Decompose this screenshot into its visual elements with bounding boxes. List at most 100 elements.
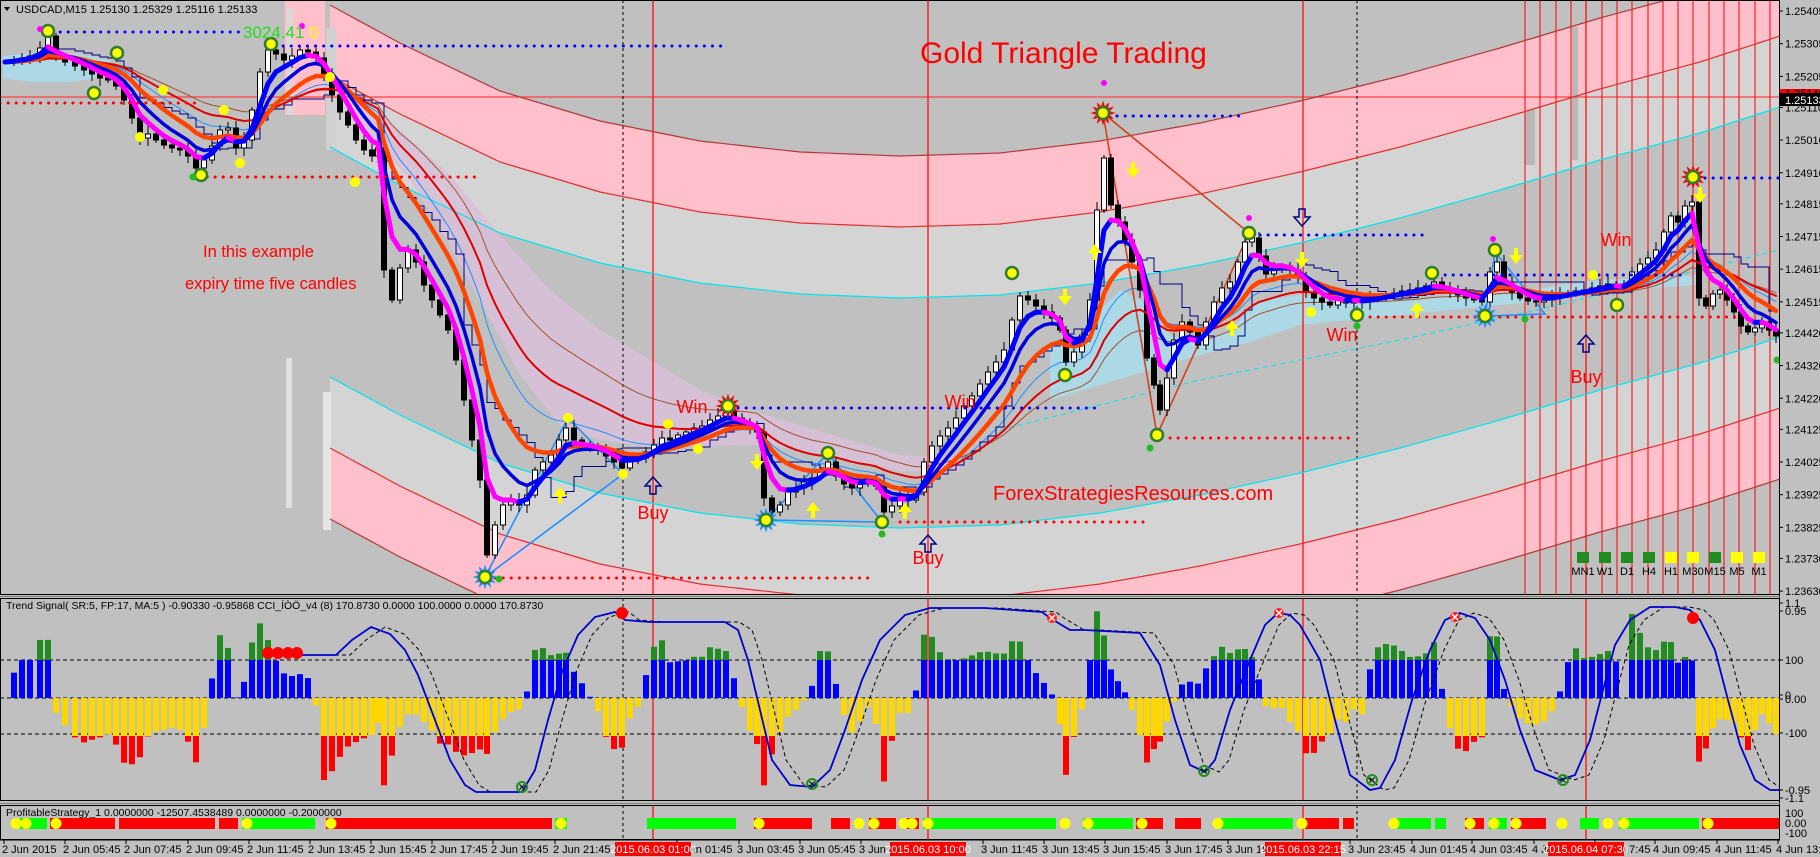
strategy-dot-icon <box>325 818 337 829</box>
bull-candle <box>937 435 943 447</box>
cci-bar <box>1151 736 1157 750</box>
cci-bar <box>1115 681 1121 698</box>
swing-point-icon <box>109 45 125 61</box>
cci-bar <box>1157 698 1163 736</box>
time-label: 3 Jun 13:45 <box>1042 844 1100 856</box>
swing-point-icon <box>193 167 209 183</box>
profitable-strategy-pane[interactable]: ProfitableStrategy_1 0.0000000 -12507.45… <box>0 805 1808 840</box>
cci-bar <box>353 698 359 736</box>
cci-bar <box>841 698 847 715</box>
win-label: Win <box>677 397 708 417</box>
cci-bar <box>889 736 895 741</box>
cci-bar <box>532 649 538 660</box>
cci-bar <box>375 698 381 723</box>
cci-bar <box>1455 736 1461 749</box>
cci-bar <box>961 658 967 660</box>
yellow-up-arrow-icon <box>898 503 912 519</box>
fast-trend-ma <box>761 452 775 481</box>
strategy-dot-icon <box>853 818 865 829</box>
cci-bar <box>321 698 327 736</box>
cci-bar <box>825 651 831 660</box>
cci-bar <box>921 660 927 698</box>
cci-bar <box>1549 698 1555 712</box>
trend-signal-pane[interactable]: Trend Signal( SR:5, FP:17, MA:5 ) -0.903… <box>0 598 1810 805</box>
collapse-triangle-icon[interactable] <box>4 7 10 11</box>
cci-bar <box>715 660 721 698</box>
cci-bar <box>1471 736 1477 742</box>
time-label: 4 Jun 09:45 <box>1653 844 1711 856</box>
cci-bar <box>1017 641 1023 660</box>
cci-bar <box>761 698 767 736</box>
buy-arrow-icon <box>1576 333 1596 353</box>
swing-point-icon <box>1241 225 1257 241</box>
timeframe-status-square <box>1731 552 1743 563</box>
strategy-segment <box>326 818 552 829</box>
strategy-segment <box>1511 818 1546 829</box>
signal-labels: Win Win Win Win Buy Buy Buy <box>637 230 1631 568</box>
yellow-dot-icon <box>350 177 360 187</box>
cci-bar <box>1703 736 1709 749</box>
bear-candle <box>619 461 625 469</box>
cci-bar <box>1661 641 1667 660</box>
sell-cross-icon <box>1274 608 1284 618</box>
cci-bar <box>193 736 199 763</box>
cci-bar <box>97 698 103 736</box>
bull-candle <box>985 371 991 385</box>
bull-candle <box>969 395 975 407</box>
cci-bar <box>937 660 943 698</box>
cci-bar <box>691 660 697 698</box>
strategy-dot-icon <box>1212 818 1224 829</box>
cci-bar <box>1101 635 1107 660</box>
price-label: 1.24515 <box>1785 297 1820 309</box>
cci-bar <box>1637 660 1643 698</box>
cci-bar <box>1479 736 1485 738</box>
cci-bar <box>1759 698 1765 715</box>
win-label: Win <box>1327 325 1358 345</box>
fast-trend-ma <box>381 191 395 240</box>
cci-bar <box>556 660 562 698</box>
channel-line <box>329 35 1779 228</box>
highlight-time-label: 2015.06.04 07:30 <box>1543 844 1629 856</box>
cci-bar <box>161 698 167 730</box>
cci-bar <box>145 698 151 736</box>
bear-candle <box>1151 357 1157 386</box>
cci-bar <box>1279 698 1285 709</box>
cci-bar <box>1565 662 1571 698</box>
cci-bar <box>1271 698 1277 709</box>
strategy-axis-label: -100 <box>1785 828 1807 840</box>
timeframe-status-square <box>1599 552 1611 563</box>
strategy-segment <box>1221 818 1293 829</box>
cci-bar <box>699 660 705 698</box>
buy-cross-icon <box>1198 765 1210 777</box>
cci-bar <box>1447 698 1453 728</box>
strategy-segment <box>1397 818 1431 829</box>
strategy-dot-icon <box>753 818 765 829</box>
cci-bar <box>453 698 459 736</box>
cci-bar <box>461 698 467 736</box>
cci-bar <box>257 660 263 698</box>
cci-bar <box>209 678 215 698</box>
bull-candle <box>145 133 151 139</box>
cci-bar <box>1455 698 1461 736</box>
cci-bar <box>105 698 111 735</box>
bear-candle <box>1319 297 1325 303</box>
bull-candle <box>225 127 231 131</box>
price-axis[interactable]: 1.254051.253051.252051.251101.250101.249… <box>1779 0 1820 840</box>
main-chart-pane[interactable]: Win Win Win Win Buy Buy Buy USDCAD,M15 1.25130… <box>0 0 1781 670</box>
cci-bar <box>985 660 991 698</box>
bull-candle <box>265 49 271 73</box>
bull-candle <box>1494 261 1500 273</box>
fast-trend-ma <box>461 354 475 393</box>
cci-bar <box>1319 698 1325 736</box>
time-axis[interactable]: 2 Jun 2015 2 Jun 05:45 2 Jun 07:45 2 Jun 09… <box>0 839 1820 856</box>
cci-bar <box>1675 662 1681 698</box>
cci-bar <box>153 698 159 732</box>
strategy-bars <box>10 818 1779 829</box>
cci-bar <box>361 698 367 736</box>
cci-bar <box>659 660 665 698</box>
cci-bar <box>1471 698 1477 736</box>
cci-bar <box>329 698 335 736</box>
cci-bar <box>1682 656 1688 660</box>
cci-bar <box>19 660 25 698</box>
cci-bar <box>137 736 143 758</box>
